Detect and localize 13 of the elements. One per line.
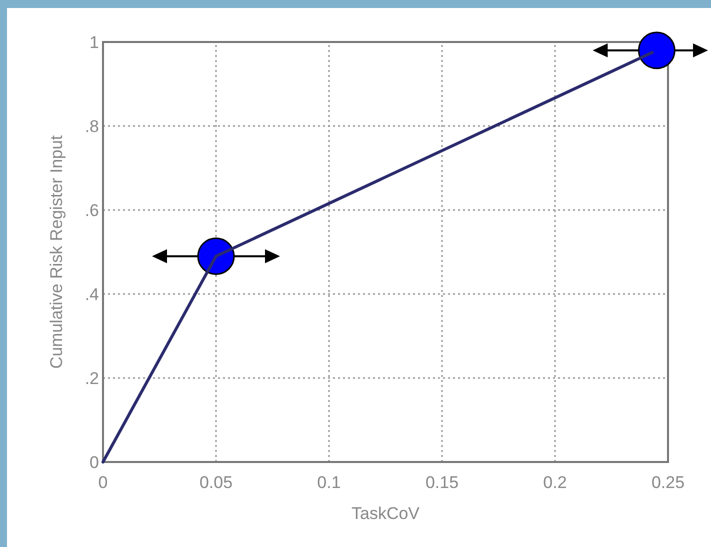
x-tick-label: 0.15 bbox=[425, 473, 459, 492]
x-tick-label: 0.2 bbox=[543, 473, 567, 492]
x-tick-label: 0.1 bbox=[317, 473, 341, 492]
y-tick-label: 0 bbox=[90, 453, 99, 472]
x-tick-label: 0.05 bbox=[199, 473, 233, 492]
y-tick-label: .6 bbox=[84, 201, 99, 220]
x-axis-title: TaskCoV bbox=[351, 504, 420, 523]
y-tick-label: .8 bbox=[84, 117, 99, 136]
y-tick-label: 1 bbox=[90, 33, 99, 52]
y-tick-label: .2 bbox=[84, 369, 99, 388]
y-axis-title: Cumulative Risk Register Input bbox=[47, 135, 66, 369]
y-tick-label: .4 bbox=[84, 285, 99, 304]
x-tick-label: 0.25 bbox=[651, 473, 685, 492]
